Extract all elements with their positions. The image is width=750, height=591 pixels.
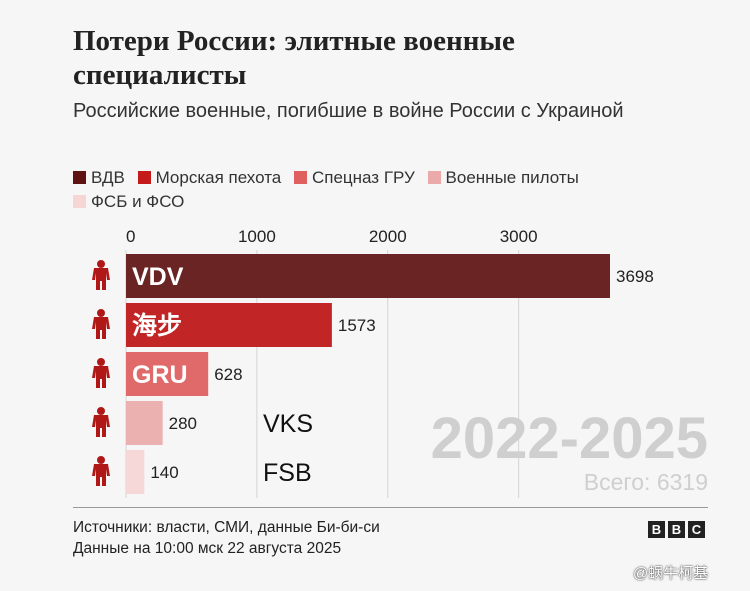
category-label: VKS [263,410,313,438]
soldier-icon [92,407,110,437]
x-tick-label: 0 [126,227,135,246]
bar [126,401,163,445]
legend-item-gru: Спецназ ГРУ [293,166,415,189]
data-label: 280 [169,414,197,433]
category-label: VDV [132,263,184,291]
footer-sources: Источники: власти, СМИ, данные Би-би-си [73,519,380,536]
data-label: 628 [214,365,242,384]
legend-swatch [427,171,441,184]
legend: ВДВ Морская пехота Спецназ ГРУ Военные п… [73,166,693,214]
bar [126,352,209,396]
chart-subtitle: Российские военные, погибшие в войне Рос… [73,100,624,122]
bar [126,303,332,347]
legend-swatch [293,171,307,184]
legend-item-fsb: ФСБ и ФСО [73,190,184,213]
footer-date: Данные на 10:00 мск 22 августа 2025 [73,540,342,557]
bbc-logo-letter: C [688,521,705,538]
bbc-logo-letter: B [648,521,665,538]
bar [126,254,610,298]
soldier-icon [92,456,110,486]
x-tick-label: 2000 [369,227,407,246]
soldier-icon [92,358,110,388]
legend-label: Военные пилоты [445,168,579,187]
legend-label: Морская пехота [155,168,282,187]
category-label: 海步 [132,311,182,340]
chart-title: Потери России: элитные военные специалис… [73,25,515,91]
bbc-logo: B B C [648,521,705,538]
category-label: FSB [263,459,312,487]
bbc-logo-letter: B [668,521,685,538]
legend-swatch [73,195,86,208]
period-label: 2022-2025 [431,406,708,471]
legend-item-marines: Морская пехота [137,166,282,189]
watermark: @蜗牛柯基 [633,565,709,582]
bar [126,450,145,494]
legend-label: ВДВ [91,168,125,187]
legend-item-pilots: Военные пилоты [427,166,579,189]
legend-label: ФСБ и ФСО [91,192,185,211]
data-label: 1573 [338,316,376,335]
legend-swatch [73,171,86,184]
x-tick-label: 1000 [238,227,276,246]
category-label: GRU [132,361,188,389]
x-tick-label: 3000 [500,227,538,246]
footer: Источники: власти, СМИ, данные Би-би-си … [73,517,380,559]
total-label: Всего: 6319 [584,469,708,495]
legend-label: Спецназ ГРУ [311,168,415,187]
data-label: 140 [150,463,178,482]
legend-swatch [137,171,151,184]
soldier-icon [92,260,110,290]
legend-item-vdv: ВДВ [73,166,125,189]
soldier-icon [92,309,110,339]
footer-divider [73,507,708,508]
data-label: 3698 [616,267,654,286]
